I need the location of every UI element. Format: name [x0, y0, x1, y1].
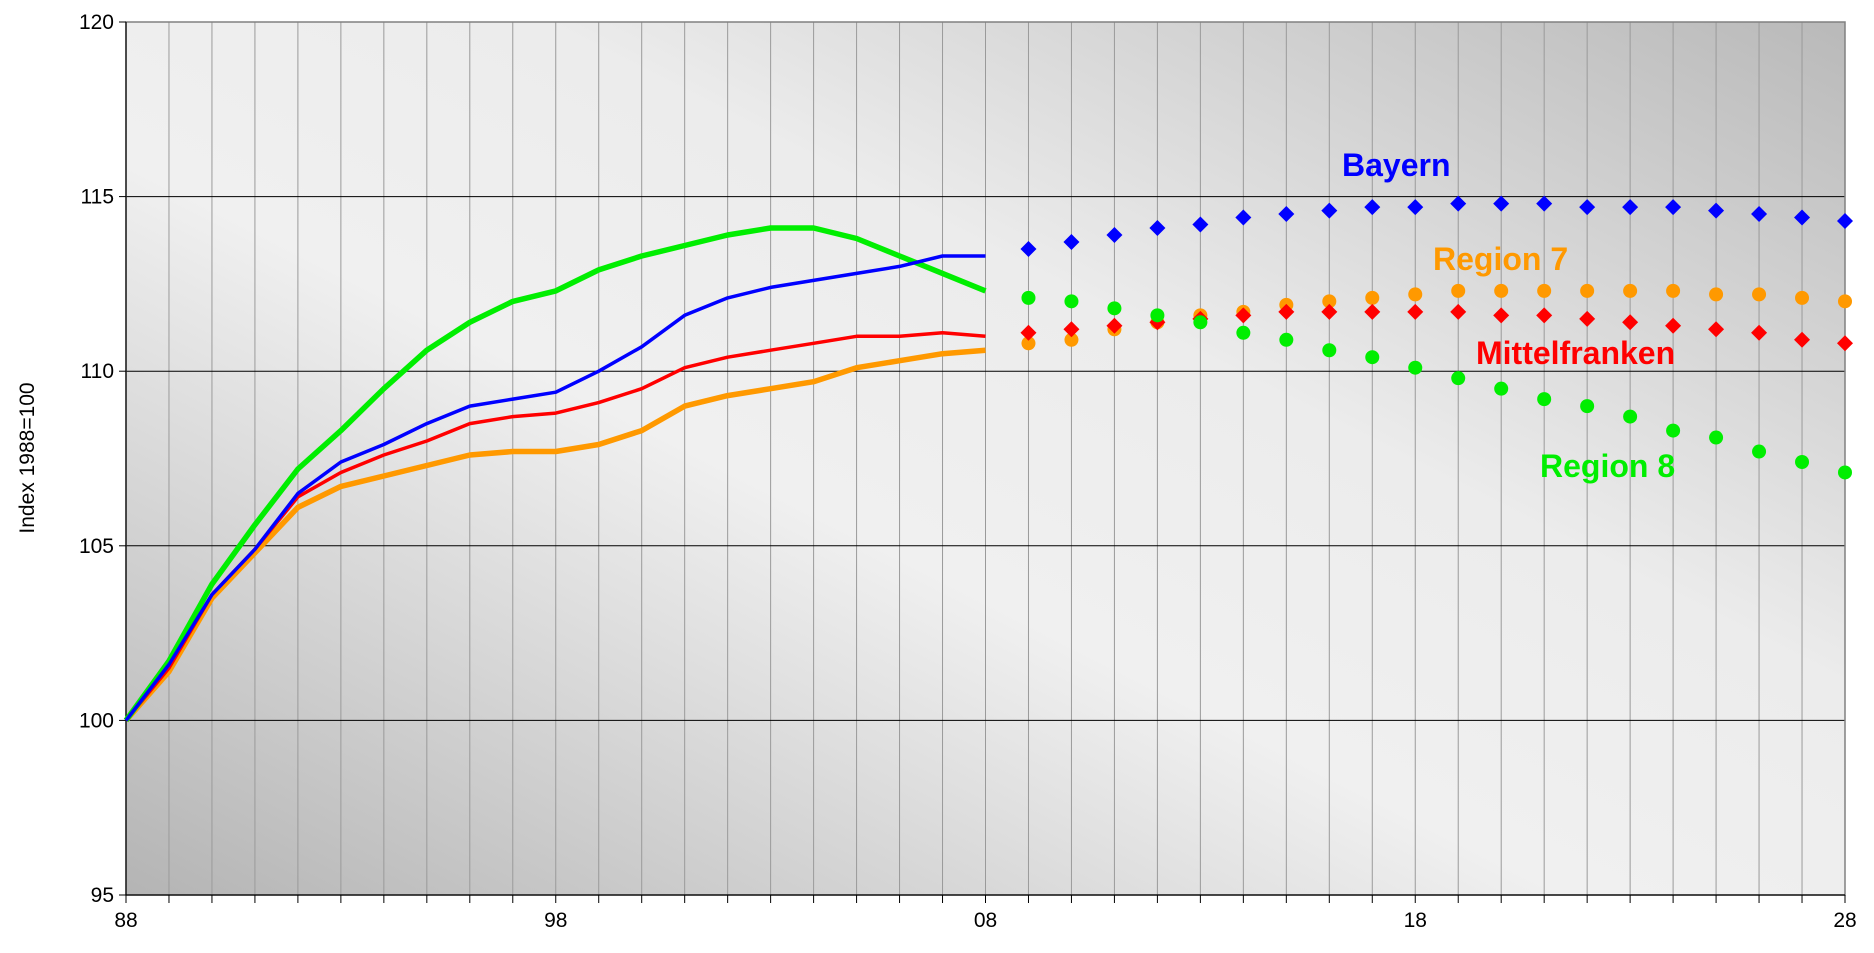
projection-point-region-8 — [1236, 325, 1251, 340]
projection-point-mittelfranken — [1235, 307, 1252, 324]
projection-point-bayern — [1235, 209, 1252, 226]
projection-point-bayern — [1149, 220, 1166, 237]
projection-point-mittelfranken — [1106, 317, 1123, 334]
y-tick-label: 120 — [79, 11, 114, 34]
projection-point-mittelfranken — [1751, 324, 1768, 341]
projection-point-region-7 — [1064, 332, 1079, 347]
projection-point-bayern — [1493, 195, 1510, 212]
projection-point-region-8 — [1451, 371, 1466, 386]
projection-point-bayern — [1665, 199, 1682, 216]
y-tick-label: 115 — [81, 186, 114, 209]
projection-point-region-8 — [1580, 399, 1595, 414]
projection-point-mittelfranken — [1321, 303, 1338, 320]
x-tick-label: 88 — [114, 909, 137, 932]
projection-point-region-8 — [1795, 454, 1810, 469]
projection-point-mittelfranken — [1063, 321, 1080, 338]
projection-point-region-8 — [1193, 315, 1208, 330]
projection-point-bayern — [1407, 199, 1424, 216]
projection-point-region-8 — [1150, 308, 1165, 323]
projection-point-region-7 — [1752, 287, 1767, 302]
projection-point-mittelfranken — [1364, 303, 1381, 320]
series-line-region-7 — [123, 347, 986, 723]
projection-point-mittelfranken — [1536, 307, 1553, 324]
projection-point-mittelfranken — [1579, 310, 1596, 327]
projection-point-region-7 — [1580, 283, 1595, 298]
projection-point-bayern — [1321, 202, 1338, 219]
label-region7: Region 7 — [1433, 241, 1568, 277]
axes: 95 100 105 110 115 120 88 98 08 18 28 — [79, 11, 1857, 932]
projection-point-region-8 — [1408, 360, 1423, 375]
y-tick-label: 110 — [81, 360, 114, 383]
projection-point-bayern — [1794, 209, 1811, 226]
projection-point-region-7 — [1322, 294, 1337, 309]
x-tick-label: 08 — [974, 909, 997, 932]
projection-point-bayern — [1837, 213, 1853, 230]
projection-point-mittelfranken — [1020, 324, 1037, 341]
series-line-region-8 — [123, 225, 987, 723]
x-tick-label: 98 — [544, 909, 567, 932]
projection-point-region-7 — [1365, 290, 1380, 305]
projection-point-region-8 — [1279, 332, 1294, 347]
projection-point-region-8 — [1494, 381, 1509, 396]
projection-point-bayern — [1364, 199, 1381, 216]
projection-point-region-7 — [1408, 287, 1423, 302]
projection-point-region-7 — [1795, 290, 1810, 305]
series — [123, 225, 987, 723]
projection-point-region-8 — [1623, 409, 1638, 424]
projection-point-region-7 — [1709, 287, 1724, 302]
projection-point-mittelfranken — [1837, 335, 1853, 352]
y-tick-label: 100 — [79, 709, 114, 732]
projection-point-region-8 — [1537, 392, 1552, 407]
projection-point-bayern — [1063, 233, 1080, 250]
projection-point-region-8 — [1107, 301, 1122, 316]
projection-point-region-8 — [1666, 423, 1681, 438]
projection-point-region-7 — [1623, 283, 1638, 298]
projection-point-region-8 — [1365, 350, 1380, 365]
projection-point-bayern — [1020, 240, 1037, 257]
y-tick-label: 95 — [91, 884, 114, 907]
projection-point-region-7 — [1021, 336, 1036, 351]
projection-point-region-7 — [1838, 294, 1852, 309]
projection-point-mittelfranken — [1450, 303, 1467, 320]
projection-point-bayern — [1622, 199, 1639, 216]
label-region8: Region 8 — [1540, 448, 1675, 484]
projection-point-bayern — [1708, 202, 1725, 219]
label-mittelfranken: Mittelfranken — [1476, 335, 1675, 371]
projection-point-bayern — [1536, 195, 1553, 212]
markers — [1020, 195, 1853, 480]
projection-point-region-8 — [1752, 444, 1767, 459]
projection-point-region-8 — [1064, 294, 1079, 309]
projection-point-region-7 — [1666, 283, 1681, 298]
projection-point-mittelfranken — [1794, 331, 1811, 348]
projection-point-region-8 — [1709, 430, 1724, 445]
projection-point-mittelfranken — [1622, 314, 1639, 331]
y-tick-label: 105 — [79, 535, 114, 558]
projection-point-mittelfranken — [1278, 303, 1295, 320]
projection-point-mittelfranken — [1665, 317, 1682, 334]
x-tick-label: 18 — [1404, 909, 1427, 932]
x-tick-label: 28 — [1833, 909, 1856, 932]
projection-point-bayern — [1450, 195, 1467, 212]
projection-point-bayern — [1579, 199, 1596, 216]
projection-point-bayern — [1751, 206, 1768, 223]
y-axis-label: Index 1988=100 — [16, 382, 39, 533]
projection-point-bayern — [1278, 206, 1295, 223]
projection-point-region-7 — [1494, 283, 1509, 298]
projection-point-bayern — [1106, 227, 1123, 244]
projection-point-region-7 — [1451, 283, 1466, 298]
label-bayern: Bayern — [1342, 147, 1451, 183]
projection-point-mittelfranken — [1407, 303, 1424, 320]
projection-point-region-8 — [1021, 290, 1036, 305]
projection-point-mittelfranken — [1708, 321, 1725, 338]
projection-point-region-8 — [1322, 343, 1337, 358]
projection-point-region-8 — [1838, 465, 1852, 480]
projection-point-region-7 — [1537, 283, 1552, 298]
projection-point-bayern — [1192, 216, 1209, 233]
projection-point-mittelfranken — [1493, 307, 1510, 324]
series-line-bayern — [124, 254, 986, 722]
